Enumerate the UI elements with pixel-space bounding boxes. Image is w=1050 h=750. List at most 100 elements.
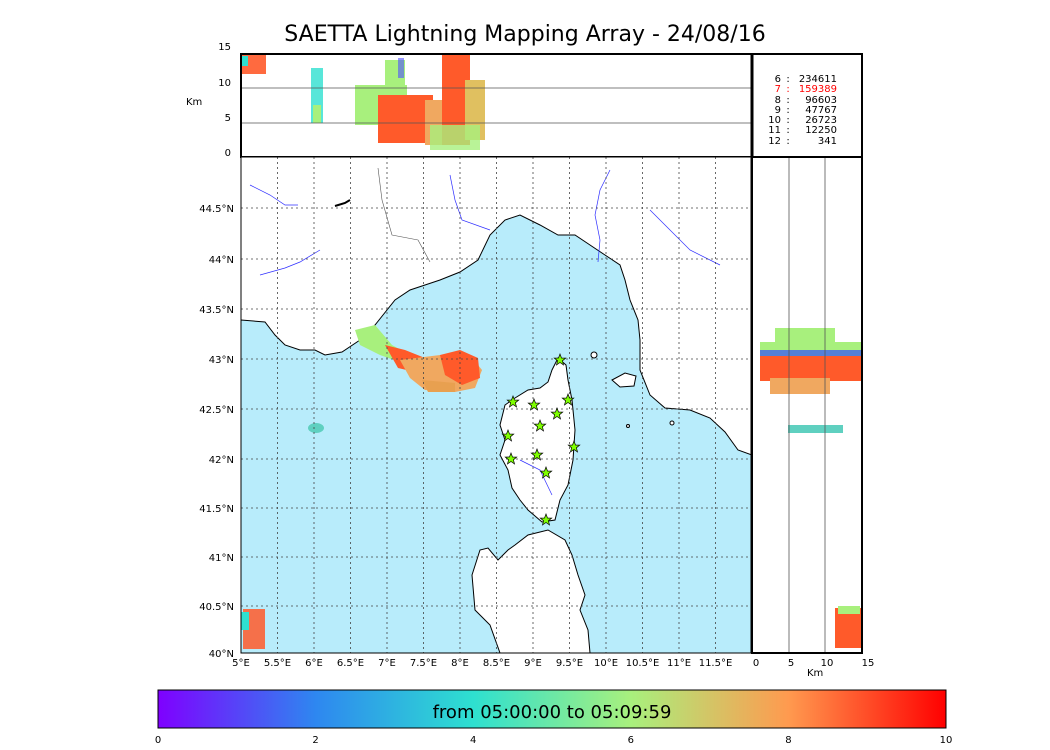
count-value: 47767 <box>805 104 837 116</box>
corsica-island <box>499 357 576 523</box>
station-star-icon <box>553 353 567 366</box>
latitude-tick: 43.5°N <box>199 305 234 316</box>
count-bin: 9 <box>774 104 781 116</box>
colorbar-tick: 8 <box>785 735 791 746</box>
colorbar-tick: 10 <box>940 735 953 746</box>
longitude-tick: 5.5°E <box>264 658 291 669</box>
latitude-tick: 42.5°N <box>199 405 234 416</box>
station-star-icon <box>561 393 575 406</box>
latitude-tick: 44.5°N <box>199 204 234 215</box>
station-star-icon <box>506 395 520 408</box>
latitude-tick: 40°N <box>209 649 234 660</box>
station-star-icon <box>501 429 515 442</box>
longitude-tick: 10°E <box>594 658 618 669</box>
count-separator: : <box>786 74 790 85</box>
count-separator: : <box>786 84 790 96</box>
side-tick: 10 <box>821 658 834 669</box>
colorbar-tick: 6 <box>628 735 634 746</box>
longitude-tick: 9.5°E <box>556 658 583 669</box>
map-gridlines <box>241 157 752 653</box>
altitude-tick: 5 <box>225 113 231 124</box>
latitude-tick: 41.5°N <box>199 504 234 515</box>
count-row: 9: 47767 <box>755 104 860 116</box>
count-row: 10: 26723 <box>755 115 860 127</box>
side-tick: 0 <box>753 658 759 669</box>
count-separator: : <box>786 104 790 116</box>
count-row: 7:159389 <box>755 84 860 96</box>
station-star-icon <box>530 448 544 461</box>
latitude-tick: 42°N <box>209 455 234 466</box>
count-row: 6:234611 <box>755 74 860 85</box>
count-value: 96603 <box>805 94 837 106</box>
longitude-tick: 7.5°E <box>410 658 437 669</box>
longitude-tick-labels: 5°E 5.5°E 6°E 6.5°E 7°E 7.5°E 8°E 8.5°E 9°E 9.5°E… <box>232 658 732 669</box>
colorbar-tick: 4 <box>470 735 476 746</box>
longitude-tick: 6°E <box>305 658 323 669</box>
chart-title: SAETTA Lightning Mapping Array - 24/08/1… <box>284 22 766 47</box>
altitude-tick: 10 <box>218 78 231 89</box>
count-value: 341 <box>817 135 837 147</box>
longitude-tick: 8.5°E <box>483 658 510 669</box>
count-bin: 12 <box>768 135 781 147</box>
altitude-tick-labels: 15 10 5 0 <box>218 42 231 159</box>
latitude-tick-labels: 44.5°N 44°N 43.5°N 43°N 42.5°N 42°N 41.5°N 41°N… <box>199 204 234 660</box>
count-bin: 7 <box>774 84 781 96</box>
count-value: 159389 <box>798 84 837 96</box>
count-bin: 10 <box>768 115 781 127</box>
side-panel: 0 5 10 15 Km <box>751 156 875 679</box>
count-row: 12: 341 <box>755 135 860 147</box>
count-value: 234611 <box>798 74 837 85</box>
count-bin: 8 <box>774 94 781 106</box>
longitude-tick: 10.5°E <box>626 658 660 669</box>
latitude-tick: 43°N <box>209 355 234 366</box>
station-star-icon <box>539 466 553 479</box>
count-row: 11: 12250 <box>755 125 860 137</box>
altitude-panel: Km 15 10 5 0 <box>186 42 753 159</box>
longitude-tick: 8°E <box>451 658 469 669</box>
count-separator: : <box>786 125 790 137</box>
count-value: 12250 <box>805 125 837 137</box>
lightning-sources-map <box>241 325 482 649</box>
station-markers <box>501 353 581 526</box>
longitude-tick: 6.5°E <box>337 658 364 669</box>
count-separator: : <box>786 135 790 147</box>
flash-count-table: 6:234611 7:159389 8:96603 9:47767 10:26723 11… <box>755 74 860 147</box>
side-axis-label: Km <box>807 668 823 679</box>
count-bin: 11 <box>768 125 781 137</box>
altitude-tick: 15 <box>218 42 231 53</box>
count-separator: : <box>786 115 790 127</box>
count-separator: : <box>786 94 790 106</box>
latitude-tick: 40.5°N <box>199 602 234 613</box>
station-star-icon <box>550 407 564 420</box>
count-value: 26723 <box>805 115 837 127</box>
map-panel: 5°E 5.5°E 6°E 6.5°E 7°E 7.5°E 8°E 8.5°E 9°E 9.5°E… <box>199 54 754 669</box>
side-tick: 5 <box>788 658 794 669</box>
colorbar: 0 2 4 6 8 10 <box>155 689 953 746</box>
longitude-tick: 9°E <box>524 658 542 669</box>
colorbar-tick: 0 <box>155 735 161 746</box>
latitude-tick: 44°N <box>209 255 234 266</box>
station-star-icon <box>504 452 518 465</box>
station-star-icon <box>539 513 553 526</box>
colorbar-tick: 2 <box>312 735 318 746</box>
count-bin: 6 <box>774 74 781 85</box>
longitude-tick: 5°E <box>232 658 250 669</box>
station-star-icon <box>533 419 547 432</box>
side-tick-labels: 0 5 10 15 <box>753 658 875 669</box>
side-scatter <box>752 328 862 648</box>
colorbar-tick-labels: 0 2 4 6 8 10 <box>155 735 953 746</box>
counts-panel <box>751 53 863 158</box>
station-star-icon <box>527 398 541 411</box>
altitude-scatter <box>241 54 485 150</box>
altitude-axis-label: Km <box>186 97 202 108</box>
longitude-tick: 7°E <box>378 658 396 669</box>
longitude-tick: 11°E <box>667 658 691 669</box>
altitude-tick: 0 <box>225 148 231 159</box>
side-tick: 15 <box>862 658 875 669</box>
latitude-tick: 41°N <box>209 553 234 564</box>
time-range-caption: from 05:00:00 to 05:09:59 <box>432 702 672 723</box>
longitude-tick: 11.5°E <box>699 658 733 669</box>
station-star-icon <box>567 440 581 453</box>
count-row: 8: 96603 <box>755 94 860 106</box>
